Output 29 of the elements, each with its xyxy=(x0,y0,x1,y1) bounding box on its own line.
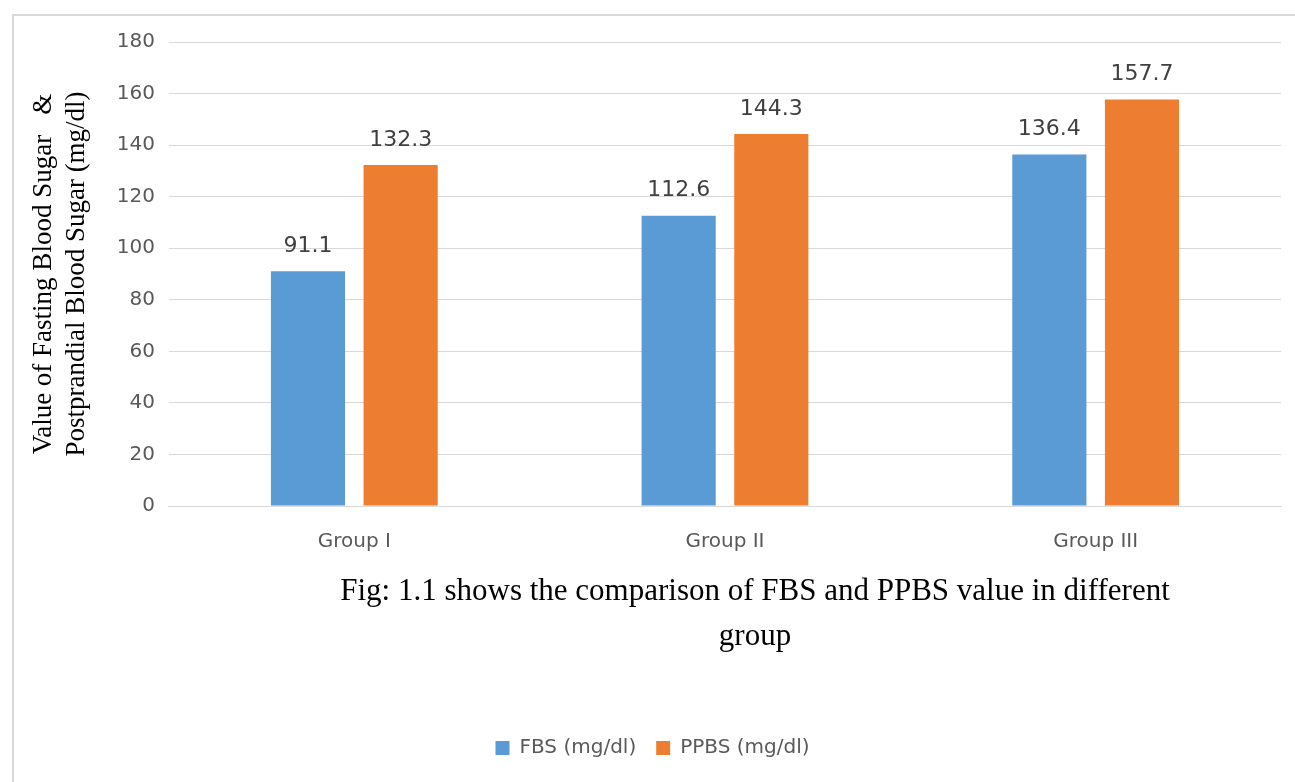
bar xyxy=(734,134,809,506)
y-tick-label: 180 xyxy=(116,28,155,53)
y-axis-title: Value of Fasting Blood Sugar & Postprandial Blood Sugar (mg/dl) xyxy=(27,91,90,457)
bar xyxy=(641,215,716,506)
data-label: 144.3 xyxy=(739,94,803,120)
bar xyxy=(270,271,346,506)
y-tick-label: 0 xyxy=(142,492,155,517)
x-tick-label: Group II xyxy=(685,528,765,553)
data-label: 132.3 xyxy=(369,125,433,151)
y-tick-label: 100 xyxy=(116,234,155,259)
bar xyxy=(1012,154,1087,506)
x-tick-label: Group I xyxy=(317,528,391,553)
legend-label: FBS (mg/dl) xyxy=(519,734,637,759)
y-tick-label: 160 xyxy=(116,79,155,104)
data-label: 91.1 xyxy=(283,231,333,257)
bar xyxy=(363,164,438,506)
y-tick-label: 120 xyxy=(116,182,155,207)
x-tick-label: Group III xyxy=(1053,528,1139,553)
data-label: 136.4 xyxy=(1017,115,1081,141)
data-label: 112.6 xyxy=(647,176,711,202)
y-tick-label: 40 xyxy=(129,389,155,414)
bar xyxy=(1104,99,1180,506)
text: Fig: 1.1 shows the comparison of FBS and PPBS value in different group xyxy=(339,571,1171,654)
data-label: 157.7 xyxy=(1110,60,1174,86)
legend-label: PPBS (mg/dl) xyxy=(680,734,810,759)
y-tick-label: 80 xyxy=(129,285,155,310)
y-tick-label: 20 xyxy=(129,440,155,465)
y-tick-label: 140 xyxy=(116,131,155,156)
y-tick-label: 60 xyxy=(129,337,155,362)
